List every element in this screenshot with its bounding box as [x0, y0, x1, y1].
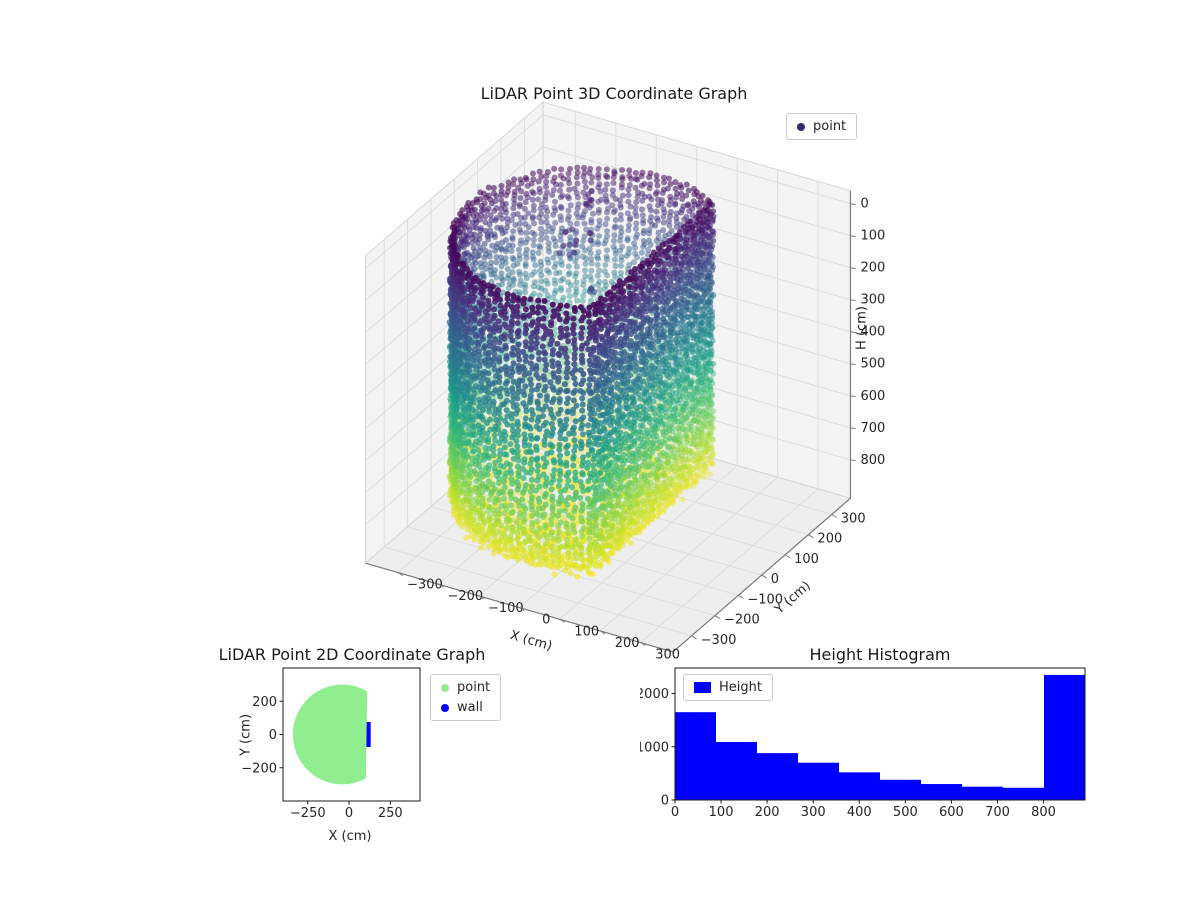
legend-label-point-2d: point: [457, 680, 491, 695]
legend-label-point-3d: point: [813, 119, 847, 134]
legend-item-point-2d: point: [441, 680, 490, 695]
height-marker-icon: [694, 682, 711, 693]
chart2d-legend: point wall: [430, 674, 502, 721]
chart2d-y-axis-label: Y (cm): [238, 713, 254, 757]
chart2d-title: LiDAR Point 2D Coordinate Graph: [218, 645, 486, 664]
wall-marker-icon: [441, 703, 449, 712]
legend-item-wall: wall: [441, 700, 490, 715]
histogram-legend: Height: [683, 674, 773, 701]
chart3d-legend: point: [786, 113, 858, 140]
legend-item-height: Height: [694, 680, 762, 695]
lidar-3d-plot-canvas: [290, 85, 900, 670]
chart3d-title: LiDAR Point 3D Coordinate Graph: [480, 84, 748, 103]
legend-label-wall: wall: [457, 700, 483, 715]
chart2d-x-axis-label: X (cm): [328, 829, 372, 844]
chart3d-z-axis-label: H (cm): [854, 306, 870, 350]
histogram-title: Height Histogram: [809, 645, 951, 664]
point2d-marker-icon: [441, 683, 449, 692]
legend-item-point-3d: point: [797, 119, 846, 134]
legend-label-height: Height: [719, 680, 762, 695]
lidar-2d-plot-canvas: [240, 658, 440, 843]
point3d-marker-icon: [797, 122, 805, 131]
